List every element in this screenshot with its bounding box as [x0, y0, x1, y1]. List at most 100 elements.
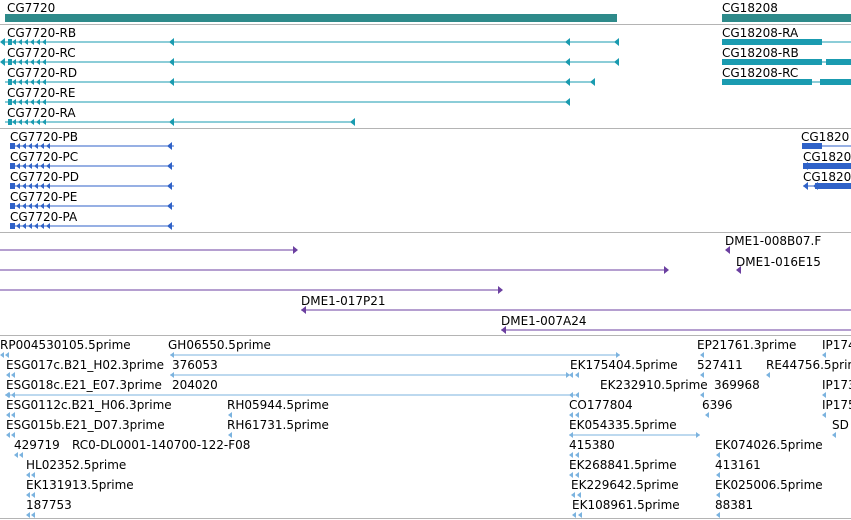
est-label[interactable]: EK175404.5prime [570, 358, 678, 372]
est-label[interactable]: EK074026.5prime [715, 438, 823, 452]
left-arrowhead-icon [170, 372, 174, 378]
transcript-label[interactable]: CG18208-RB [722, 46, 799, 60]
left-arrowhead-icon [228, 412, 232, 418]
transcript-label[interactable]: CG7720-RE [7, 86, 76, 100]
left-arrowhead-icon [716, 512, 720, 518]
exon-block [803, 163, 851, 169]
est-label[interactable]: EK025006.5prime [715, 478, 823, 492]
left-arrowhead-icon [24, 39, 28, 45]
est-label[interactable]: EK268841.5prime [569, 458, 677, 472]
protein-label[interactable]: CG1820 [801, 130, 850, 144]
left-arrowhead-icon [16, 203, 20, 209]
est-label[interactable]: RP004530105.5prime [0, 338, 131, 352]
left-arrowhead-icon [565, 38, 570, 46]
est-label[interactable]: EK232910.5prime [600, 378, 708, 392]
left-arrowhead-icon [18, 99, 22, 105]
right-arrowhead-icon [498, 286, 503, 294]
protein-label[interactable]: CG7720-PD [10, 170, 80, 184]
gene-label[interactable]: CG18208 [722, 1, 778, 15]
est-label[interactable]: 187753 [26, 498, 72, 512]
gene-bar [5, 14, 617, 22]
clone-label[interactable]: DME1-007A24 [501, 314, 587, 328]
left-arrowhead-icon [36, 79, 40, 85]
est-label[interactable]: 415380 [569, 438, 615, 452]
est-label[interactable]: RC0-DL0001-140700-122-F08 [72, 438, 251, 452]
left-arrowhead-icon [22, 223, 26, 229]
est-label[interactable]: ESG0112c.B21_H06.3prime [6, 398, 172, 412]
est-label[interactable]: RH05944.5prime [227, 398, 329, 412]
est-label[interactable]: 429719 [14, 438, 60, 452]
est-label[interactable]: RH61731.5prime [227, 418, 329, 432]
est-label[interactable]: IP173 [822, 378, 851, 392]
protein-label[interactable]: CG1820 [803, 170, 851, 184]
est-label[interactable]: GH06550.5prime [168, 338, 271, 352]
est-label[interactable]: 376053 [172, 358, 218, 372]
left-arrowhead-icon [22, 143, 26, 149]
protein-label[interactable]: CG7720-PA [10, 210, 78, 224]
transcript-label[interactable]: CG18208-RA [722, 26, 799, 40]
left-arrowhead-icon [22, 183, 26, 189]
clone-label[interactable]: DME1-017P21 [301, 294, 386, 308]
left-arrowhead-icon [46, 223, 50, 229]
right-arrowhead-icon [616, 352, 620, 358]
left-arrowhead-icon [24, 99, 28, 105]
est-label[interactable]: 369968 [714, 378, 760, 392]
left-arrowhead-icon [572, 512, 576, 518]
gene-label[interactable]: CG7720 [7, 1, 56, 15]
transcript-label[interactable]: CG7720-RB [7, 26, 77, 40]
protein-label[interactable]: CG7720-PC [10, 150, 79, 164]
est-label[interactable]: ESG015b.E21_D07.3prime [6, 418, 165, 432]
exon-block [826, 59, 851, 65]
left-arrowhead-icon [577, 492, 581, 498]
exon-block [802, 143, 822, 149]
est-label[interactable]: 204020 [172, 378, 218, 392]
left-arrowhead-icon [569, 372, 573, 378]
clone-label[interactable]: DME1-008B07.F [725, 234, 822, 248]
est-label[interactable]: EK131913.5prime [26, 478, 134, 492]
est-label[interactable]: 6396 [702, 398, 733, 412]
left-arrowhead-icon [24, 79, 28, 85]
est-label[interactable]: EK054335.5prime [569, 418, 677, 432]
left-arrowhead-icon [40, 203, 44, 209]
protein-label[interactable]: CG7720-PE [10, 190, 78, 204]
protein-label[interactable]: CG7720-PB [10, 130, 79, 144]
transcript-label[interactable]: CG7720-RD [7, 66, 78, 80]
track-divider [0, 518, 851, 519]
left-arrowhead-icon [169, 118, 174, 126]
est-label[interactable]: EK229642.5prime [571, 478, 679, 492]
est-label[interactable]: IP175 [822, 398, 851, 412]
transcript-label[interactable]: CG18208-RC [722, 66, 799, 80]
left-arrowhead-icon [40, 163, 44, 169]
left-arrowhead-icon [167, 222, 172, 230]
exon-block [8, 39, 12, 45]
est-label[interactable]: IP174 [822, 338, 851, 352]
transcript-label[interactable]: CG7720-RA [7, 106, 76, 120]
exon-block [10, 203, 15, 209]
est-label[interactable]: EP21761.3prime [697, 338, 797, 352]
left-arrowhead-icon [24, 59, 28, 65]
left-arrowhead-icon [36, 39, 40, 45]
clone-label[interactable]: DME1-016E15 [736, 255, 821, 269]
est-label[interactable]: ESG017c.B21_H02.3prime [6, 358, 165, 372]
transcript-label[interactable]: CG7720-RC [7, 46, 76, 60]
left-arrowhead-icon [26, 512, 30, 518]
est-label[interactable]: SD [832, 418, 849, 432]
est-label[interactable]: EK108961.5prime [572, 498, 680, 512]
est-label[interactable]: 527411 [697, 358, 743, 372]
est-label[interactable]: 413161 [715, 458, 761, 472]
left-arrowhead-icon [575, 452, 579, 458]
est-label[interactable]: RE44756.5prime [766, 358, 851, 372]
left-arrowhead-icon [28, 183, 32, 189]
left-arrowhead-icon [42, 99, 46, 105]
left-arrowhead-icon [167, 162, 172, 170]
exon-block [8, 99, 12, 105]
protein-label[interactable]: CG1820 [803, 150, 851, 164]
est-label[interactable]: CO177804 [569, 398, 633, 412]
est-label[interactable]: HL02352.5prime [26, 458, 127, 472]
est-label[interactable]: 88381 [715, 498, 754, 512]
left-arrowhead-icon [0, 352, 4, 358]
est-label[interactable]: ESG018c.E21_E07.3prime [6, 378, 162, 392]
left-arrowhead-icon [11, 372, 15, 378]
